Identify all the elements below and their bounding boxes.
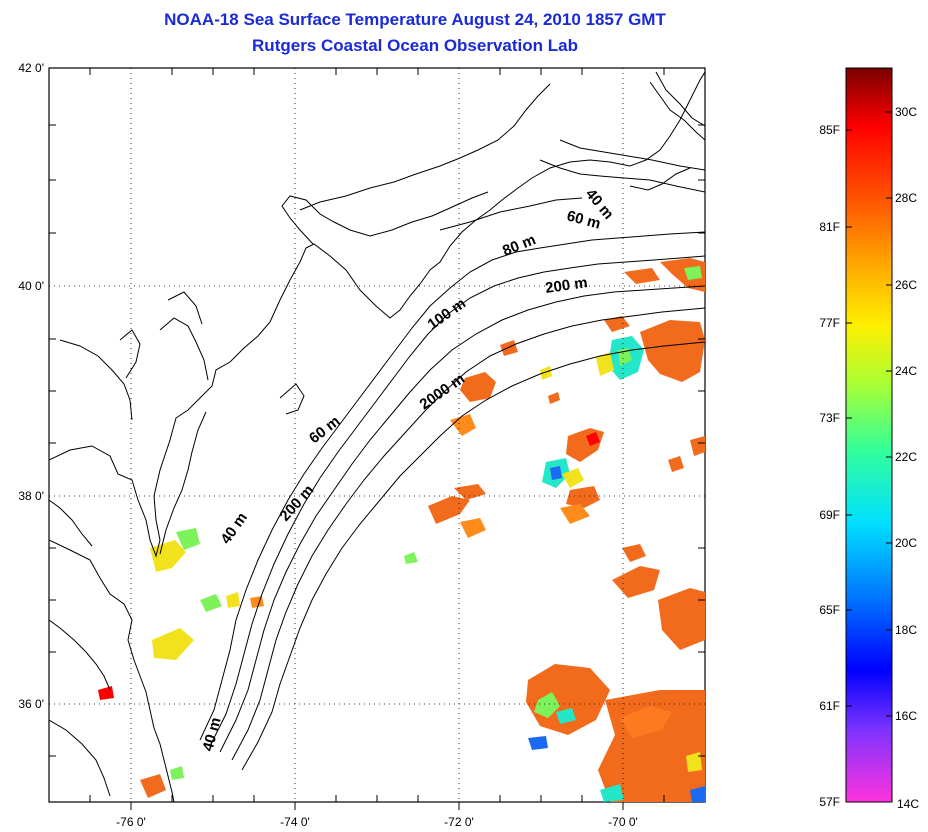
lon-label: -76 0' bbox=[116, 815, 146, 829]
colorbar-celsius-labels: 30C 28C 26C 24C 22C 20C 18C 16C 14C bbox=[895, 105, 919, 811]
lat-label: 36 0' bbox=[18, 697, 44, 711]
colorbar-c-label: 24C bbox=[895, 364, 917, 378]
colorbar-f-label: 77F bbox=[819, 316, 840, 330]
isobath-label: 200 m bbox=[544, 274, 588, 297]
colorbar-f-label: 61F bbox=[819, 699, 840, 713]
coastline bbox=[49, 71, 705, 802]
isobath-contours bbox=[199, 139, 705, 771]
colorbar-fahrenheit-labels: 85F 81F 77F 73F 69F 65F 61F 57F bbox=[819, 123, 840, 809]
sst-data-patches bbox=[98, 258, 705, 802]
latitude-labels: 42 0' 40 0' 38 0' 36 0' bbox=[18, 61, 44, 711]
colorbar-f-label: 85F bbox=[819, 123, 840, 137]
map-subtitle: Rutgers Coastal Ocean Observation Lab bbox=[252, 36, 578, 55]
colorbar-c-label: 16C bbox=[895, 709, 917, 723]
lat-label: 38 0' bbox=[18, 489, 44, 503]
colorbar-c-label: 20C bbox=[895, 536, 917, 550]
colorbar-f-label: 81F bbox=[819, 220, 840, 234]
frame-ticks bbox=[49, 68, 705, 810]
colorbar-f-label: 65F bbox=[819, 603, 840, 617]
longitude-labels: -76 0' -74 0' -72 0' -70 0' bbox=[116, 815, 638, 829]
lat-label: 42 0' bbox=[18, 61, 44, 75]
colorbar-f-label: 73F bbox=[819, 411, 840, 425]
colorbar bbox=[845, 67, 893, 803]
colorbar-c-label: 22C bbox=[895, 450, 917, 464]
colorbar-c-label: 14C bbox=[897, 797, 919, 811]
colorbar-c-label: 26C bbox=[895, 278, 917, 292]
lon-label: -72 0' bbox=[444, 815, 474, 829]
map-title: NOAA-18 Sea Surface Temperature August 2… bbox=[164, 10, 666, 29]
lat-label: 40 0' bbox=[18, 279, 44, 293]
colorbar-f-label: 69F bbox=[819, 508, 840, 522]
lon-label: -70 0' bbox=[608, 815, 638, 829]
colorbar-c-label: 30C bbox=[895, 105, 917, 119]
colorbar-c-label: 18C bbox=[895, 623, 917, 637]
colorbar-ticks bbox=[846, 111, 892, 717]
colorbar-f-label: 57F bbox=[819, 795, 840, 809]
lon-label: -74 0' bbox=[280, 815, 310, 829]
colorbar-c-label: 28C bbox=[895, 191, 917, 205]
